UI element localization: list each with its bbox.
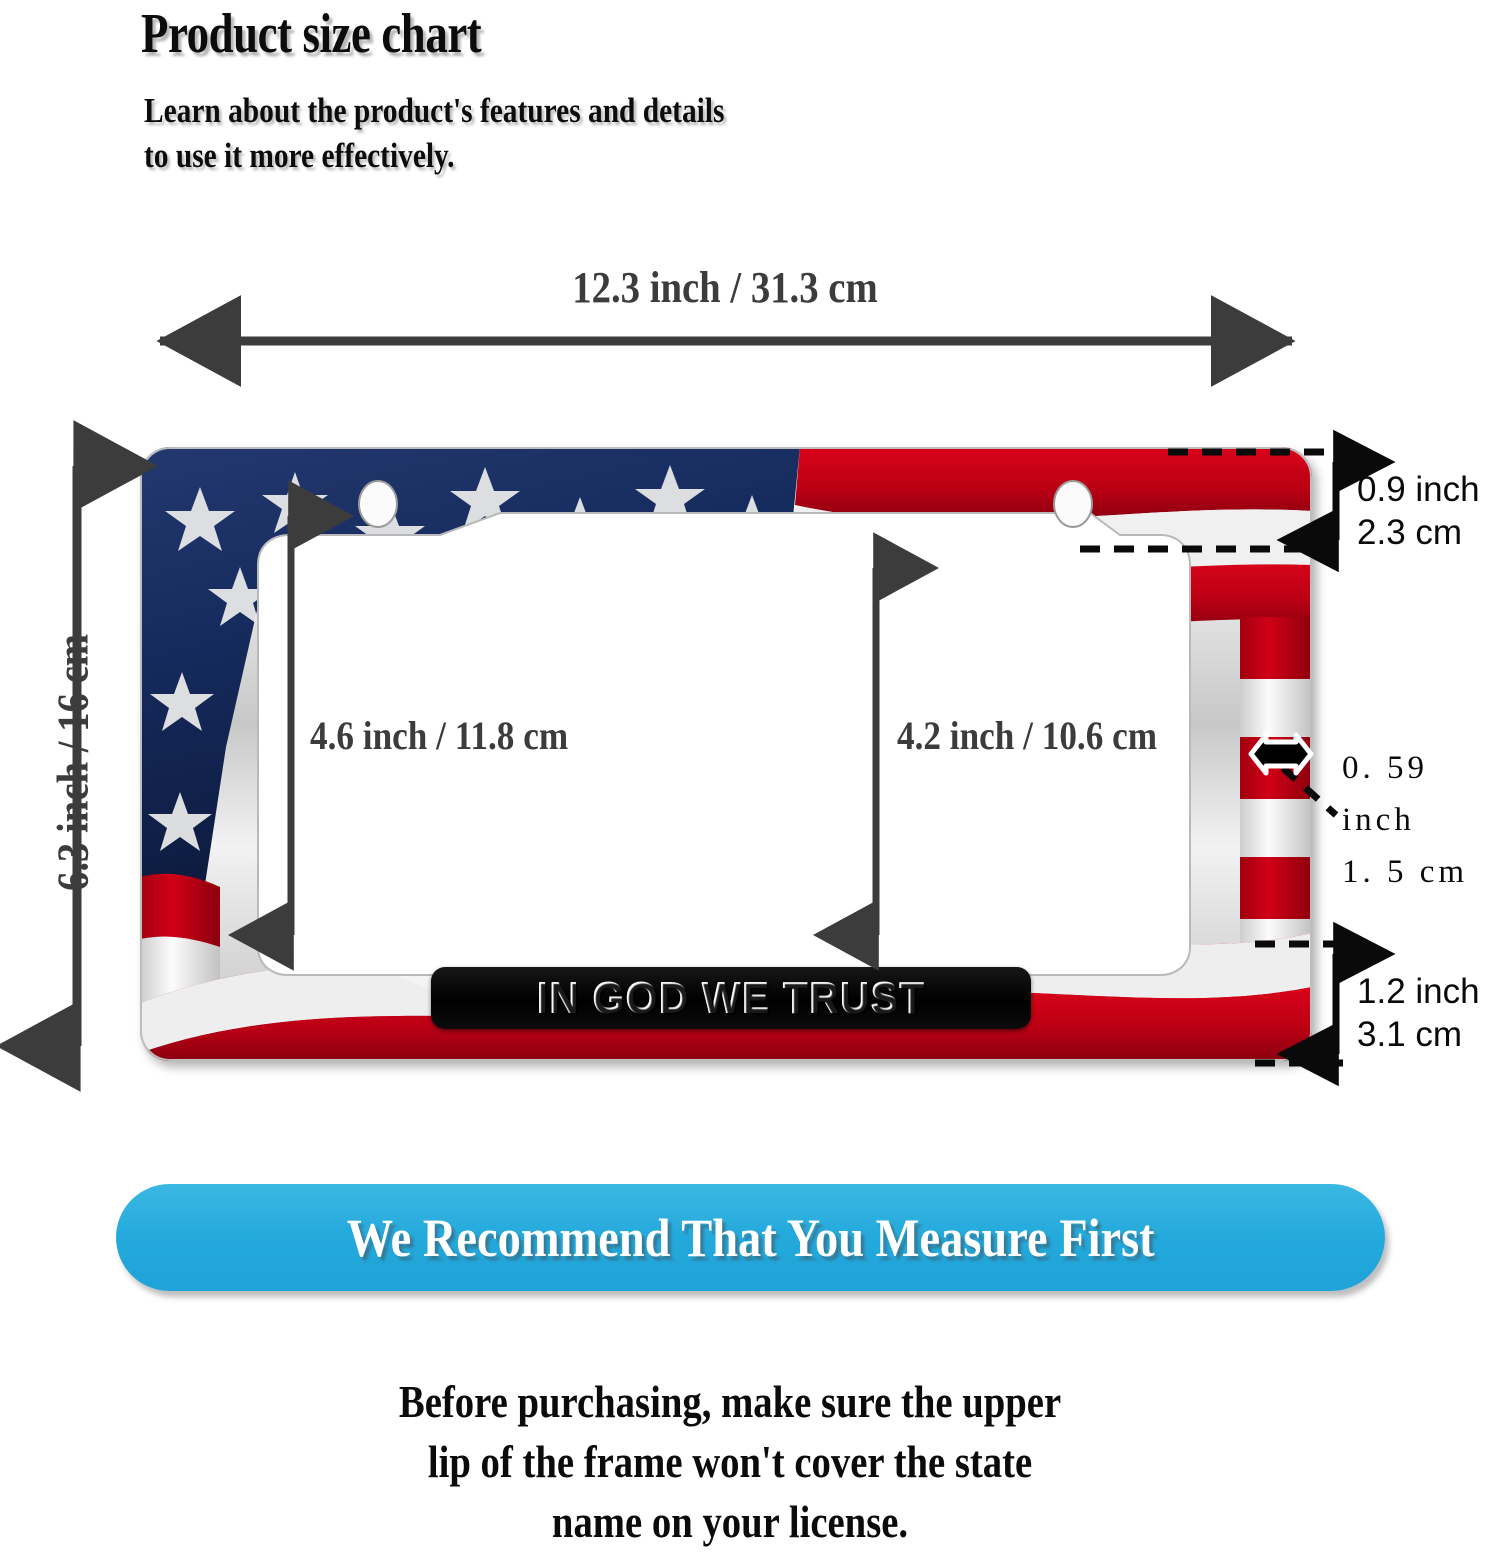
purchase-note: Before purchasing, make sure the upper l… xyxy=(0,1312,1460,1552)
inner-left-height-label: 4.6 inch / 11.8 cm xyxy=(310,713,569,758)
page-title: Product size chart xyxy=(141,3,482,65)
in-god-we-trust-banner: IN GOD WE TRUST xyxy=(431,967,1031,1029)
overall-width-label: 12.3 inch / 31.3 cm xyxy=(572,263,878,312)
frame-thickness-label: 0. 59 inch 1. 5 cm xyxy=(1342,750,1469,890)
purchase-note-text: Before purchasing, make sure the upper l… xyxy=(398,1377,1062,1547)
recommend-banner: We Recommend That You Measure First xyxy=(116,1184,1385,1291)
recommend-banner-text: We Recommend That You Measure First xyxy=(346,1207,1155,1268)
overall-height-label: 6.3 inch / 16 cm xyxy=(48,633,98,892)
size-chart-page: Product size chart Learn about the produ… xyxy=(0,3,1480,1547)
bottom-lip-label: 1.2 inch 3.1 cm xyxy=(1357,972,1480,1054)
inner-right-height-label: 4.2 inch / 10.6 cm xyxy=(897,713,1158,758)
top-lip-label: 0.9 inch 2.3 cm xyxy=(1357,470,1480,552)
page-subtitle: Learn about the product's features and d… xyxy=(144,91,725,175)
in-god-we-trust-text: IN GOD WE TRUST xyxy=(536,973,926,1022)
